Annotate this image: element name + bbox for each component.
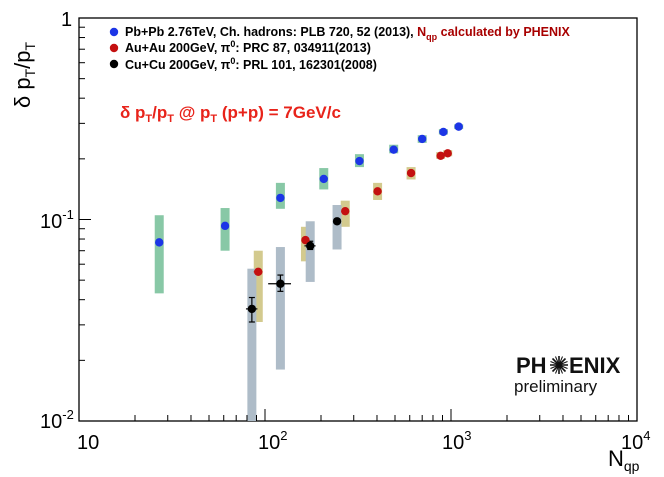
legend-entry-cucu: Cu+Cu 200GeV, π0: PRL 101, 162301(2008) [125,56,377,72]
chart-annotation: δ pT/pT @ pT (p+p) = 7GeV/c [120,103,341,125]
logo-preliminary: preliminary [514,377,598,396]
logo-text-enix: ENIX [569,353,621,378]
point-pbpb-2 [276,193,285,203]
legend-marker-cucu [109,59,119,69]
x-axis-title: Nqp [608,446,640,474]
sys-band-cucu-2 [305,221,315,282]
point-pbpb-5 [389,145,398,154]
point-auau-1 [301,235,310,245]
x-tick-label-10: 10 [77,432,99,454]
logo-star-icon [550,356,568,374]
legend-marker-auau [109,43,119,53]
sys-band-auau-0 [253,250,263,322]
point-pbpb-4 [355,156,364,166]
data-markers [155,122,463,314]
x-tick-label-1000: 103 [442,428,471,454]
y-tick-label-1: 1 [61,9,72,31]
point-pbpb-1 [220,221,230,231]
x-tick-label-10000: 104 [621,428,650,454]
y-tick-label-0.01: 10-2 [40,407,74,433]
point-pbpb-0 [155,238,164,247]
axis-ticks [78,17,638,422]
phenix-logo: PH ENIX preliminary [514,353,621,396]
y-tick-label-0.1: 10-1 [40,207,74,233]
point-cucu-0 [247,304,257,314]
point-pbpb-6 [417,134,427,144]
x-tick-labels: 10 102 103 104 [77,428,650,454]
point-cucu-1 [276,279,285,288]
systematic-bands [154,124,464,421]
point-auau-4 [406,168,416,178]
point-pbpb-3 [319,174,328,184]
sys-band-cucu-0 [247,268,257,421]
point-pbpb-8 [454,122,463,131]
x-tick-label-100: 102 [258,428,287,454]
sys-band-cucu-3 [332,205,342,250]
logo-text-ph: PH [516,353,547,378]
legend-entry-pbpb: Pb+Pb 2.76TeV, Ch. hadrons: PLB 720, 52 … [125,25,571,42]
legend: Pb+Pb 2.76TeV, Ch. hadrons: PLB 720, 52 … [109,25,571,72]
point-cucu-3 [332,217,342,226]
point-auau-3 [373,187,382,196]
y-axis-title: δ pT/pT [10,41,38,108]
y-tick-labels: 10-2 10-1 1 [40,9,74,433]
legend-entry-auau: Au+Au 200GeV, π0: PRC 87, 034911(2013) [125,39,371,55]
sys-band-cucu-1 [275,247,285,370]
point-cucu-2 [306,241,315,251]
sys-band-pbpb-0 [154,215,164,294]
point-auau-6 [443,149,452,158]
point-auau-0 [254,267,263,277]
legend-marker-pbpb [109,27,119,37]
point-auau-5 [436,151,445,161]
point-auau-2 [341,206,350,216]
point-pbpb-7 [439,127,448,137]
